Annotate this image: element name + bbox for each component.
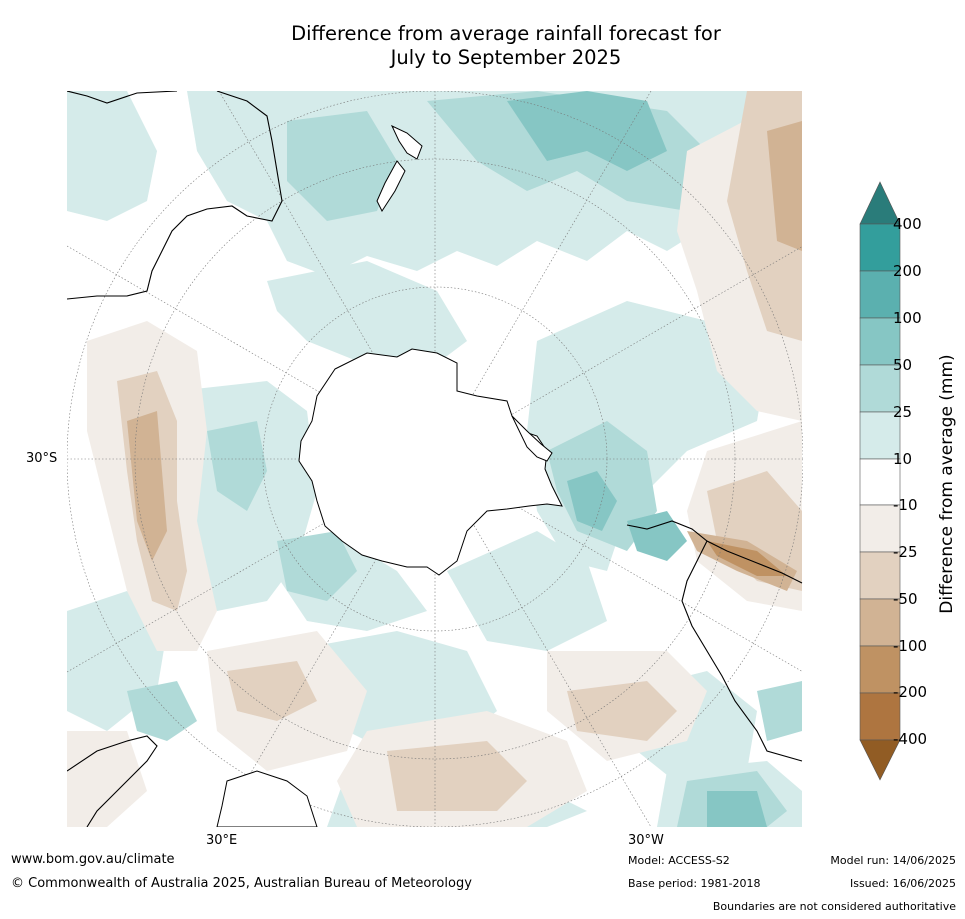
colorbar-tick-minus50: -50 [893,590,918,608]
wet-mid-south [277,531,357,601]
colorbar-tick-25: 25 [893,403,913,421]
footer-website[interactable]: www.bom.gov.au/climate [11,852,175,867]
anomaly-wet-strong-layer [507,91,767,827]
meridian-30w [218,91,652,827]
dry-region-southwest-edge [67,731,147,827]
antarctica-outline [298,348,563,576]
colorbar-tick-200: 200 [893,262,922,280]
lon-label-30e: 30°E [206,833,238,848]
footer-issued: Issued: 16/06/2025 [849,877,956,890]
dry-mid-south [227,661,317,721]
south-america-coastline [626,520,803,762]
map-svg [67,91,803,827]
colorbar-bin-200-400 [859,223,901,272]
colorbar-extend-bottom [859,739,901,781]
colorbar-bin-minus10-minus25 [859,504,901,553]
colorbar [859,181,901,781]
footer-model-run: Model run: 14/06/2025 [830,854,956,867]
colorbar-tick-100: 100 [893,309,922,327]
colorbar-tick-50: 50 [893,356,913,374]
colorbar-title: Difference from average (mm) [937,354,957,614]
madagascar [216,770,318,827]
new-zealand-south [376,160,406,213]
wet-mid-southwest [127,681,197,741]
wet-mid-indian [207,421,267,511]
footer-model: Model: ACCESS-S2 [628,854,730,867]
footer-base-period: Base period: 1981-2018 [628,877,761,890]
wet-strong-tasman [507,91,667,171]
dry-mid-southeast [567,681,677,741]
map-title: Difference from average rainfall forecas… [0,22,965,70]
wet-region-pacific-north [267,261,467,371]
colorbar-bin-neutral [859,458,901,506]
wet-mid-east [757,681,802,741]
footer-copyright: © Commonwealth of Australia 2025, Austra… [11,876,472,891]
new-zealand-north [390,124,423,160]
colorbar-bin-50-100 [859,317,901,366]
title-line-1: Difference from average rainfall forecas… [291,22,721,45]
colorbar-bin-10-25 [859,411,901,460]
wet-region-indian-west [67,91,157,221]
colorbar-bin-minus200-minus400 [859,692,901,741]
wet-strong-atlantic [567,471,617,531]
colorbar-tick-minus100: -100 [893,637,928,655]
dry-strong-northeast [767,121,802,251]
wet-mid-pacific [287,111,397,221]
meridian-30e [218,91,652,827]
colorbar-tick-minus400: -400 [893,730,928,748]
wet-strong-southeast [707,791,767,827]
colorbar-tick-minus10: -10 [893,496,918,514]
wet-strong-chile [627,511,687,561]
lat-label-30s: 30°S [26,451,58,466]
colorbar-bin-100-200 [859,270,901,319]
colorbar-tick-10: 10 [893,450,913,468]
colorbar-bin-25-50 [859,364,901,413]
lon-label-30w: 30°W [628,833,664,848]
colorbar-bin-minus100-minus200 [859,645,901,694]
title-line-2: July to September 2025 [390,46,622,69]
rainfall-map[interactable] [67,91,803,827]
footer-disclaimer: Boundaries are not considered authoritat… [712,900,956,913]
colorbar-tick-minus25: -25 [893,543,918,561]
colorbar-tick-400: 400 [893,215,922,233]
dry-strong-west-band [127,411,167,561]
wet-region-south-pacific [447,531,607,651]
colorbar-tick-minus200: -200 [893,683,928,701]
antarctic-peninsula [511,415,553,462]
australia-coastline [67,91,283,300]
africa-coastline [67,735,158,827]
